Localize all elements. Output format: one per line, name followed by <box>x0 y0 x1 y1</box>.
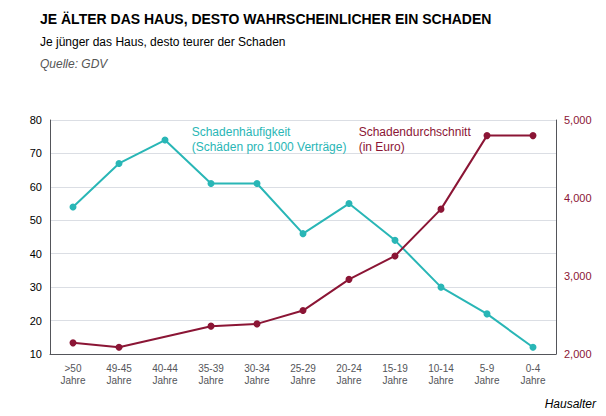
svg-text:Je jünger das Haus, desto teur: Je jünger das Haus, desto teurer der Sch… <box>40 35 285 49</box>
svg-text:Jahre: Jahre <box>198 375 223 386</box>
svg-text:>50: >50 <box>65 363 82 374</box>
svg-text:25-29: 25-29 <box>290 363 316 374</box>
svg-text:10: 10 <box>30 348 42 360</box>
svg-text:Jahre: Jahre <box>382 375 407 386</box>
svg-text:Schadendurchschnitt: Schadendurchschnitt <box>359 125 472 139</box>
svg-text:30-34: 30-34 <box>244 363 270 374</box>
svg-text:15-19: 15-19 <box>382 363 408 374</box>
svg-text:0-4: 0-4 <box>526 363 541 374</box>
svg-text:(Schäden pro 1000 Verträge): (Schäden pro 1000 Verträge) <box>192 140 347 154</box>
svg-text:Jahre: Jahre <box>290 375 315 386</box>
svg-text:50: 50 <box>30 214 42 226</box>
svg-text:(in Euro): (in Euro) <box>359 140 405 154</box>
svg-text:JE ÄLTER DAS HAUS, DESTO WAHRS: JE ÄLTER DAS HAUS, DESTO WAHRSCHEINLICHE… <box>40 11 491 27</box>
svg-text:Jahre: Jahre <box>428 375 453 386</box>
svg-text:Jahre: Jahre <box>60 375 85 386</box>
svg-text:5-9: 5-9 <box>480 363 495 374</box>
svg-text:49-45: 49-45 <box>106 363 132 374</box>
svg-text:40: 40 <box>30 248 42 260</box>
svg-text:80: 80 <box>30 114 42 126</box>
svg-text:Jahre: Jahre <box>106 375 131 386</box>
svg-text:35-39: 35-39 <box>198 363 224 374</box>
svg-text:Jahre: Jahre <box>152 375 177 386</box>
svg-text:Jahre: Jahre <box>244 375 269 386</box>
svg-text:2,000: 2,000 <box>564 348 592 360</box>
svg-text:Jahre: Jahre <box>336 375 361 386</box>
svg-text:3,000: 3,000 <box>564 270 592 282</box>
svg-text:4,000: 4,000 <box>564 192 592 204</box>
svg-text:20-24: 20-24 <box>336 363 362 374</box>
svg-text:Quelle: GDV: Quelle: GDV <box>40 57 108 71</box>
svg-text:40-44: 40-44 <box>152 363 178 374</box>
svg-text:10-14: 10-14 <box>428 363 454 374</box>
svg-text:Jahre: Jahre <box>520 375 545 386</box>
svg-text:20: 20 <box>30 315 42 327</box>
svg-text:Schadenhäufigkeit: Schadenhäufigkeit <box>192 125 291 139</box>
svg-text:60: 60 <box>30 181 42 193</box>
svg-text:5,000: 5,000 <box>564 114 592 126</box>
svg-text:Hausalter: Hausalter <box>545 397 597 411</box>
svg-text:Jahre: Jahre <box>474 375 499 386</box>
svg-text:30: 30 <box>30 281 42 293</box>
svg-text:70: 70 <box>30 147 42 159</box>
